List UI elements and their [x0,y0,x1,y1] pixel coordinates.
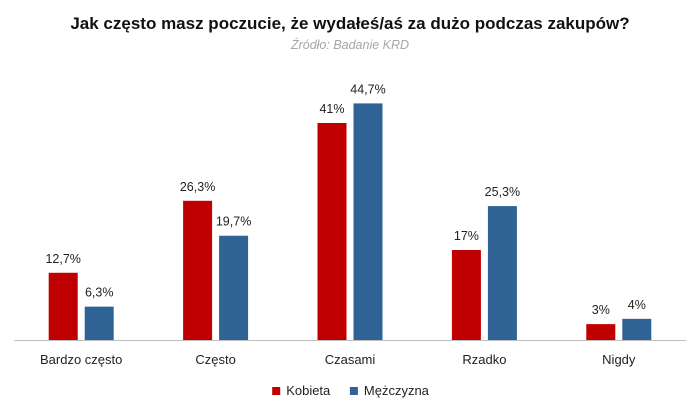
legend-label: Mężczyzna [364,383,430,398]
x-tick-label: Czasami [325,352,376,367]
chart-subtitle: Źródło: Badanie KRD [290,38,410,52]
bar-mezczyzna-2 [219,235,249,340]
bar-kobieta-3 [317,122,347,340]
data-label: 4% [628,298,646,312]
data-label: 41% [319,102,344,116]
legend-swatch [349,387,358,395]
x-tick-label: Bardzo często [40,352,122,367]
bar-mezczyzna-3 [353,103,383,341]
bar-kobieta-4 [451,250,481,340]
bar-kobieta-5 [586,324,616,340]
data-label: 17% [454,229,479,243]
x-tick-label: Rzadko [462,352,506,367]
data-label: 25,3% [485,185,520,199]
bar-kobieta-1 [48,272,78,340]
x-tick-label: Często [195,352,235,367]
bar-mezczyzna-4 [487,206,517,340]
legend-swatch [272,387,281,395]
bar-kobieta-2 [183,200,213,340]
data-label: 12,7% [45,252,80,266]
bar-mezczyzna-5 [622,318,652,340]
data-label: 19,7% [216,215,251,229]
data-label: 3% [592,303,610,317]
chart-title: Jak często masz poczucie, że wydałeś/aś … [70,14,630,33]
data-label: 6,3% [85,286,114,300]
data-label: 26,3% [180,180,215,194]
data-label: 44,7% [350,82,385,96]
legend-label: Kobieta [286,383,331,398]
x-tick-label: Nigdy [602,352,636,367]
bar-mezczyzna-1 [84,306,114,340]
